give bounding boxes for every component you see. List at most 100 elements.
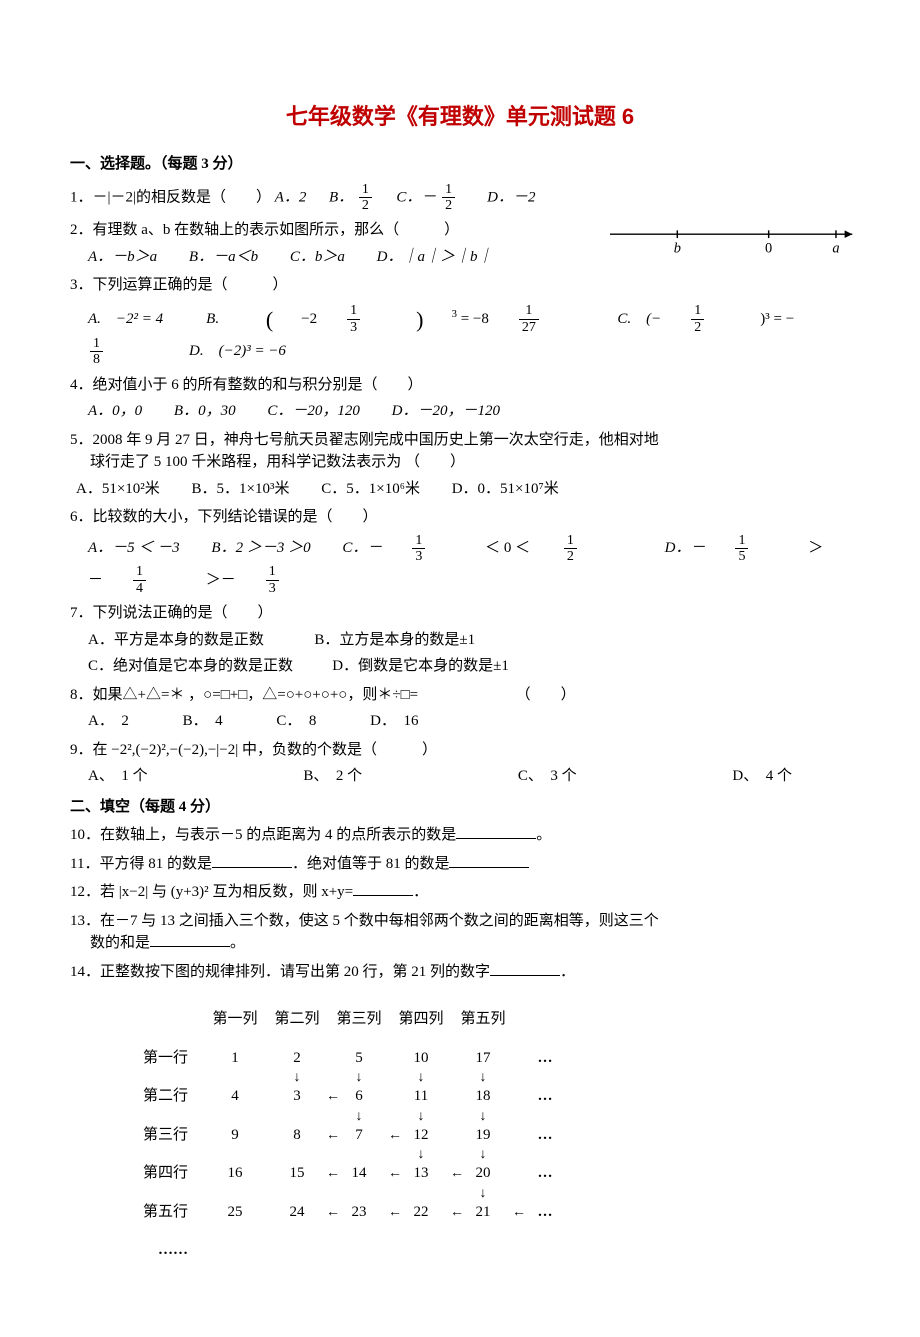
q12b: |x−2| 与 (y+3)² bbox=[119, 884, 209, 900]
q7-opt-d: D．倒数是它本身的数是±1 bbox=[332, 658, 509, 674]
q12: 12．若 |x−2| 与 (y+3)² 互为相反数，则 x+y=． bbox=[70, 881, 850, 904]
q9-opt-d: D、 4 个 bbox=[732, 765, 792, 788]
q3-text: 3．下列运算正确的是（ ） bbox=[70, 277, 288, 293]
q3-opt-d: D. (−2)³ = −6 bbox=[189, 343, 286, 359]
q9-options: A、 1 个 B、 2 个 C、 3 个 D、 4 个 bbox=[88, 765, 820, 788]
q1-opt-d: D．－2 bbox=[487, 189, 535, 205]
q5-text1: 5．2008 年 9 月 27 日，神舟七号航天员翟志刚完成中国历史上第一次太空… bbox=[70, 429, 850, 452]
q5-opt-d: D．0．51×10⁷米 bbox=[452, 481, 559, 497]
pattern-row-5: 第五行 25 24 23 22 21 … bbox=[142, 1200, 570, 1225]
q8-text: 8．如果△+△=＊ ，○=□+□，△=○+○+○+○，则＊÷□= （ ） bbox=[70, 687, 576, 703]
number-line-diagram: b 0 a bbox=[610, 219, 860, 259]
pattern-diagram: 第一列 第二列 第三列 第四列 第五列 第一行 1 2 5 10 17 … 第二… bbox=[130, 993, 582, 1277]
q7-options-row1: A．平方是本身的数是正数 B．立方是本身的数是±1 bbox=[88, 629, 850, 652]
q11b-text: ．绝对值等于 81 的数是 bbox=[292, 856, 450, 872]
q1-text: 1．－|－2|的相反数是（ ） bbox=[70, 189, 271, 205]
q13-blank bbox=[150, 932, 230, 947]
q6-options: A．－5 ＜ －3 B．2 ＞－3 ＞0 C．－13 ＜ 0 ＜ 12 D．－1… bbox=[88, 533, 850, 597]
q9-opt-b: B、 2 个 bbox=[303, 765, 362, 788]
svg-text:0: 0 bbox=[765, 241, 772, 257]
q1: 1．－|－2|的相反数是（ ） A．2 B． 12 C．－ 12 D．－2 bbox=[70, 182, 850, 214]
q8-opt-d: D． 16 bbox=[370, 713, 418, 729]
q5-text2: 球行走了 5 100 千米路程，用科学记数法表示为 （ ） bbox=[90, 451, 850, 474]
q2-text: 2．有理数 a、b 在数轴上的表示如图所示，那么（ ） bbox=[70, 222, 459, 238]
q7: 7．下列说法正确的是（ ） A．平方是本身的数是正数 B．立方是本身的数是±1 … bbox=[70, 602, 850, 678]
q5: 5．2008 年 9 月 27 日，神舟七号航天员翟志刚完成中国历史上第一次太空… bbox=[70, 429, 850, 501]
q2-opt-c: C．b＞a bbox=[290, 249, 345, 265]
q2-opt-b: B．－a＜b bbox=[189, 249, 258, 265]
pattern-row-1: 第一行 1 2 5 10 17 … bbox=[142, 1046, 570, 1071]
q1-opt-c-frac: 12 bbox=[442, 182, 455, 214]
q5-options: A．51×10²米 B．5．1×10³米 C．5．1×10⁶米 D．0．51×1… bbox=[76, 478, 850, 501]
q8-opt-c: C． 8 bbox=[276, 713, 316, 729]
q3-opt-c-lead: C. (− bbox=[617, 311, 661, 327]
q4-opt-c: C．－20，120 bbox=[267, 403, 360, 419]
q9-text: 9．在 −2²,(−2)²,−(−2),−|−2| 中，负数的个数是（ ） bbox=[70, 742, 437, 758]
q6-opt-a: A．－5 ＜ －3 bbox=[88, 540, 180, 556]
q13a: 13．在－7 与 13 之间插入三个数，使这 5 个数中每相邻两个数之间的距离相… bbox=[70, 910, 850, 933]
q4-options: A．0，0 B．0，30 C．－20，120 D．－20，－120 bbox=[88, 400, 850, 423]
svg-text:b: b bbox=[674, 241, 681, 257]
q2-opt-a: A．－b＞a bbox=[88, 249, 157, 265]
q1-opt-c-lead: C．－ bbox=[396, 189, 436, 205]
section2-header: 二、填空（每题 4 分） bbox=[70, 796, 850, 819]
q4-opt-a: A．0，0 bbox=[88, 403, 142, 419]
page-title: 七年级数学《有理数》单元测试题 6 bbox=[70, 100, 850, 133]
q5-opt-b: B．5．1×10³米 bbox=[192, 481, 290, 497]
q11a-text: 11．平方得 81 的数是 bbox=[70, 856, 212, 872]
q4-text: 4．绝对值小于 6 的所有整数的和与积分别是（ ） bbox=[70, 377, 423, 393]
q1-opt-a: A．2 bbox=[275, 189, 307, 205]
q5-opt-a: A．51×10²米 bbox=[76, 481, 160, 497]
section1-header: 一、选择题。（每题 3 分） bbox=[70, 153, 850, 176]
q12c: 互为相反数，则 x+y= bbox=[212, 884, 353, 900]
q2-opt-d: D．｜a｜＞｜b｜ bbox=[377, 249, 493, 265]
pattern-row-3: 第三行 9 8 7 12 19 … bbox=[142, 1123, 570, 1148]
pattern-header: 第一列 第二列 第三列 第四列 第五列 bbox=[142, 1007, 570, 1032]
q4: 4．绝对值小于 6 的所有整数的和与积分别是（ ） A．0，0 B．0，30 C… bbox=[70, 374, 850, 423]
q12-blank bbox=[353, 881, 413, 896]
q6-text: 6．比较数的大小，下列结论错误的是（ ） bbox=[70, 509, 378, 525]
q1-opt-b-frac: 12 bbox=[359, 182, 372, 214]
q10-blank bbox=[456, 824, 536, 839]
q6: 6．比较数的大小，下列结论错误的是（ ） A．－5 ＜ －3 B．2 ＞－3 ＞… bbox=[70, 506, 850, 596]
q7-options-row2: C．绝对值是它本身的数是正数 D．倒数是它本身的数是±1 bbox=[88, 655, 850, 678]
q7-text: 7．下列说法正确的是（ ） bbox=[70, 605, 273, 621]
q3-opt-b-lead: B. bbox=[206, 311, 234, 327]
q10: 10．在数轴上，与表示－5 的点距离为 4 的点所表示的数是。 bbox=[70, 824, 850, 847]
q5-opt-c: C．5．1×10⁶米 bbox=[321, 481, 420, 497]
q14-text: 14．正整数按下图的规律排列．请写出第 20 行，第 21 列的数字 bbox=[70, 964, 490, 980]
q6-opt-b: B．2 ＞－3 ＞0 bbox=[211, 540, 310, 556]
q4-opt-b: B．0，30 bbox=[174, 403, 236, 419]
q12a: 12．若 bbox=[70, 884, 115, 900]
q13: 13．在－7 与 13 之间插入三个数，使这 5 个数中每相邻两个数之间的距离相… bbox=[70, 910, 850, 955]
q14: 14．正整数按下图的规律排列．请写出第 20 行，第 21 列的数字． bbox=[70, 961, 850, 984]
q8-opt-a: A． 2 bbox=[88, 713, 129, 729]
q3-options: A. −2² = 4 B. (−213)3 = −8127 C. (−12)³ … bbox=[88, 303, 850, 368]
q11: 11．平方得 81 的数是 ．绝对值等于 81 的数是 bbox=[70, 853, 850, 876]
q13b: 数的和是 bbox=[90, 935, 150, 951]
q7-opt-b: B．立方是本身的数是±1 bbox=[314, 632, 475, 648]
svg-text:a: a bbox=[832, 241, 839, 257]
q3-opt-a: A. −2² = 4 bbox=[88, 311, 163, 327]
q6-opt-c-lead: C．－ bbox=[342, 540, 382, 556]
q8: 8．如果△+△=＊ ，○=□+□，△=○+○+○+○，则＊÷□= （ ） A． … bbox=[70, 684, 850, 733]
q8-options: A． 2 B． 4 C． 8 D． 16 bbox=[88, 710, 850, 733]
q9: 9．在 −2²,(−2)²,−(−2),−|−2| 中，负数的个数是（ ） A、… bbox=[70, 739, 850, 788]
q9-opt-a: A、 1 个 bbox=[88, 765, 148, 788]
pattern-row-4: 第四行 16 15 14 13 20 … bbox=[142, 1161, 570, 1186]
q7-opt-c: C．绝对值是它本身的数是正数 bbox=[88, 658, 293, 674]
q11-blank2 bbox=[449, 853, 529, 868]
q3: 3．下列运算正确的是（ ） A. −2² = 4 B. (−213)3 = −8… bbox=[70, 274, 850, 367]
q4-opt-d: D．－20，－120 bbox=[392, 403, 500, 419]
q7-opt-a: A．平方是本身的数是正数 bbox=[88, 632, 264, 648]
q6-opt-d-lead: D．－ bbox=[665, 540, 706, 556]
q8-opt-b: B． 4 bbox=[183, 713, 223, 729]
q14-blank bbox=[490, 961, 560, 976]
pattern-row-2: 第二行 4 3 6 11 18 … bbox=[142, 1084, 570, 1109]
q1-opt-b-lead: B． bbox=[329, 189, 353, 205]
pattern-footer: …… bbox=[142, 1238, 570, 1263]
q10-text: 10．在数轴上，与表示－5 的点距离为 4 的点所表示的数是 bbox=[70, 827, 456, 843]
q11-blank1 bbox=[212, 853, 292, 868]
q2: 2．有理数 a、b 在数轴上的表示如图所示，那么（ ） A．－b＞a B．－a＜… bbox=[70, 219, 850, 268]
q9-opt-c: C、 3 个 bbox=[518, 765, 577, 788]
